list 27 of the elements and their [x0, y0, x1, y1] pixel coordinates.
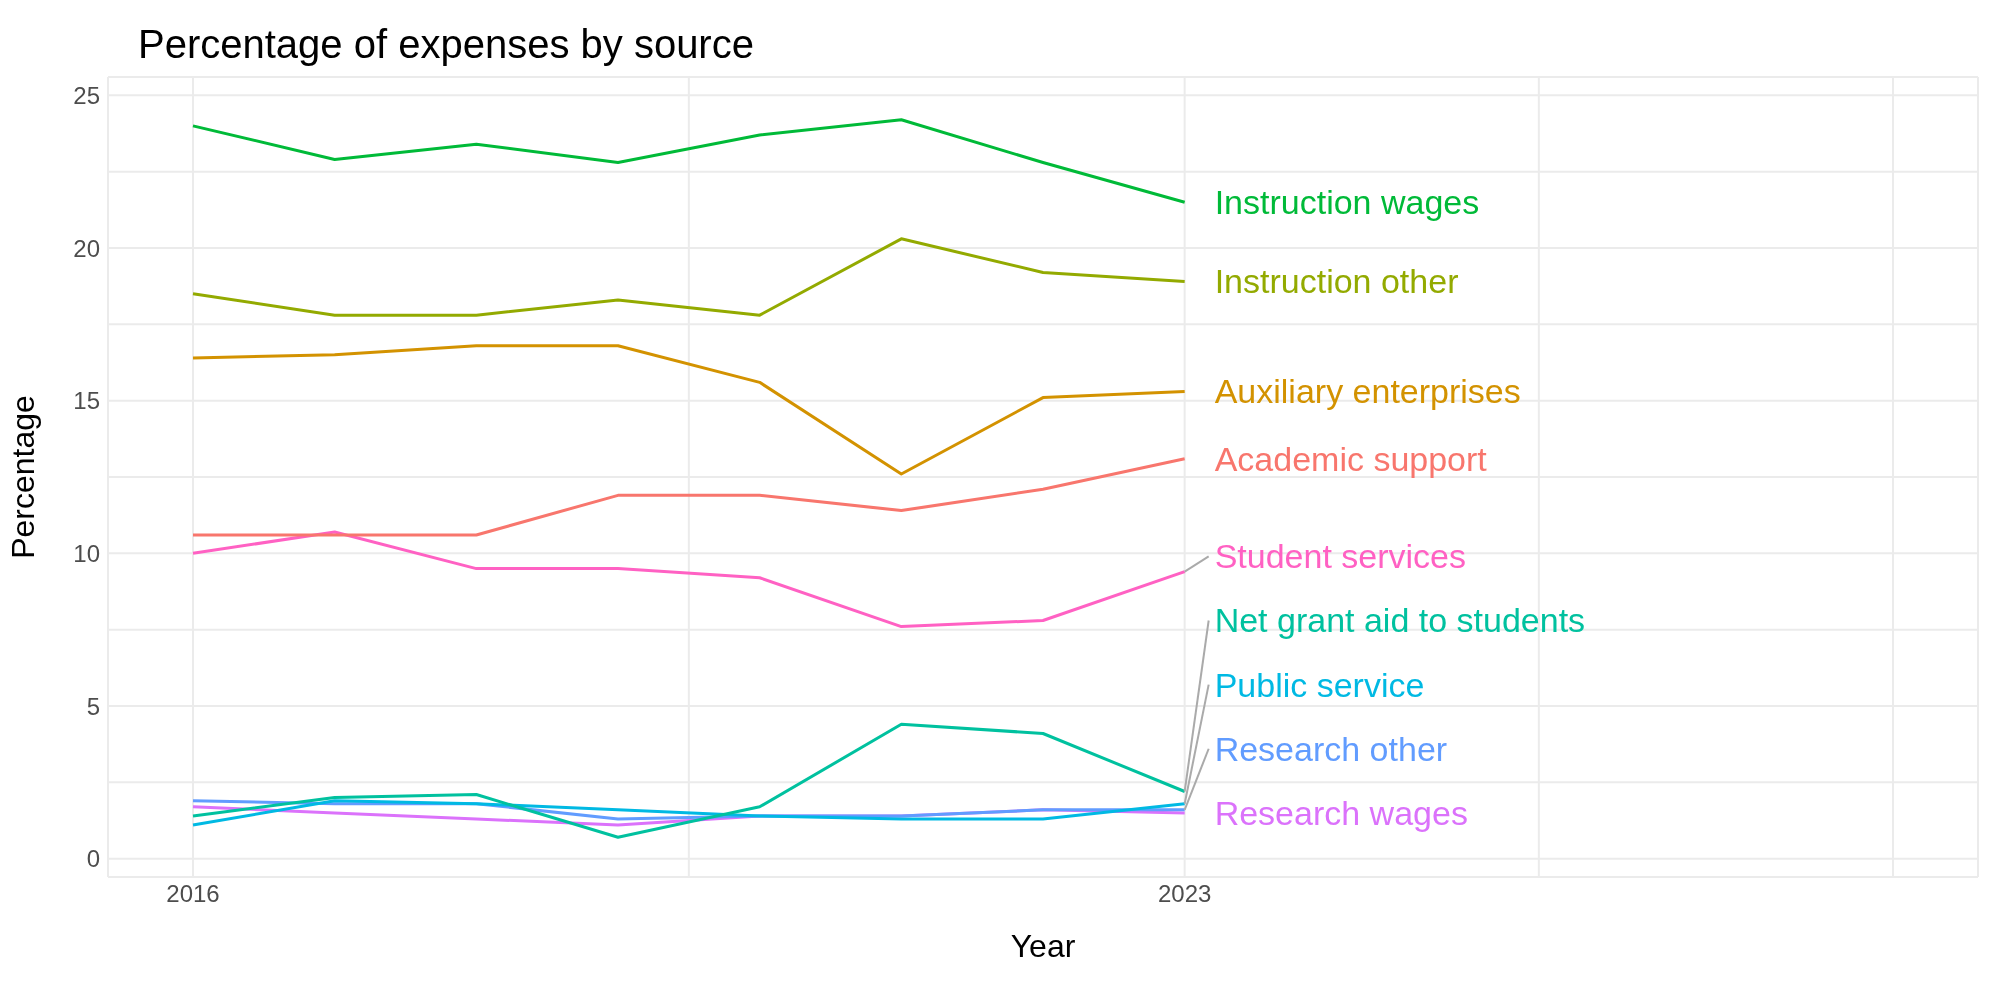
line-series — [191, 237, 1187, 317]
y-tick-label: 0 — [86, 845, 100, 873]
chart-title: Percentage of expenses by source — [137, 21, 755, 67]
series-label: Academic support — [1214, 439, 1488, 478]
y-tick-label: 5 — [86, 692, 100, 720]
y-tick-label: 20 — [73, 234, 100, 262]
line-series — [191, 530, 1187, 629]
y-tick-label: 25 — [73, 81, 100, 109]
x-tick-label: 2023 — [1157, 880, 1212, 908]
text: Public service — [1214, 665, 1425, 704]
series-label: Research other — [1214, 729, 1448, 768]
line-series — [191, 118, 1187, 204]
line-series — [191, 799, 1187, 827]
y-tick-label: 10 — [73, 539, 100, 567]
line-series — [191, 722, 1187, 839]
y-tick-label: 15 — [73, 387, 100, 415]
line-series — [191, 457, 1187, 537]
series-label: Student services — [1214, 537, 1467, 576]
x-tick-label: 2016 — [166, 880, 220, 908]
line-series — [191, 344, 1187, 476]
x-axis-title: Year — [1010, 928, 1076, 964]
series-label: Research wages — [1214, 793, 1468, 832]
series-label: Auxiliary enterprises — [1214, 372, 1521, 411]
text: Net grant aid to students — [1214, 601, 1586, 640]
series-label: Instruction wages — [1214, 183, 1480, 222]
series-label: Instruction other — [1214, 262, 1459, 301]
y-axis-title: Percentage — [5, 395, 42, 559]
